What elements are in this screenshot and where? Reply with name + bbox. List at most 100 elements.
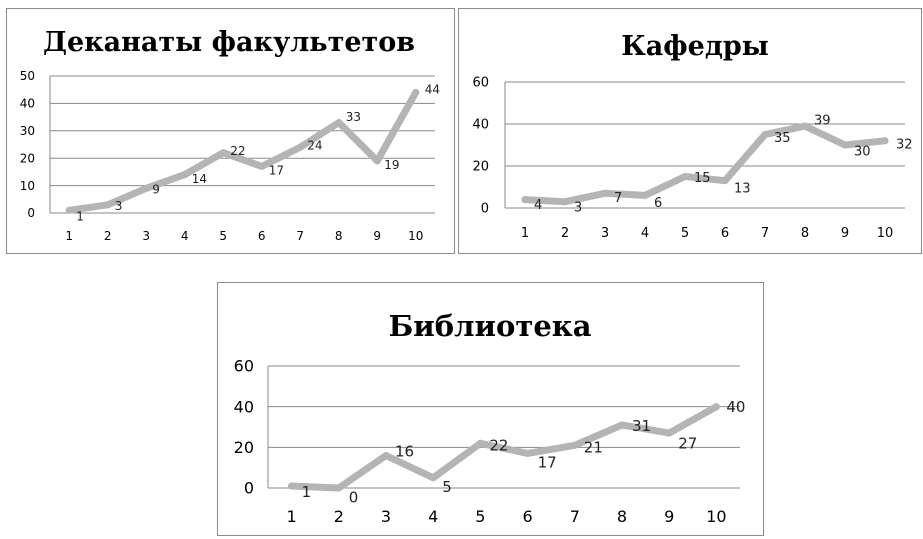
kafedry-data-point [841, 141, 849, 149]
dekanaty-y-tick-label: 50 [20, 69, 35, 83]
chart-panel-biblioteka: Библиотека 0 20 40 60 1 2 3 4 5 6 7 8 9 10 1 0 16 5 22 17 21 3… [217, 282, 764, 536]
kafedry-data-point [881, 137, 889, 145]
kafedry-data-point [721, 177, 729, 185]
dekanaty-x-tick-label: 6 [258, 229, 266, 243]
dekanaty-data-label: 22 [230, 144, 245, 158]
dekanaty-data-label: 3 [115, 199, 123, 213]
kafedry-data-label: 30 [854, 145, 871, 160]
biblioteka-y-tick-label: 20 [234, 438, 254, 457]
biblioteka-y-tick-label: 60 [234, 357, 254, 376]
chart-dekanaty: Деканаты факультетов 0 10 20 30 40 50 1 2 3 4 5 6 7 8 9… [20, 27, 440, 243]
biblioteka-series-line [288, 403, 720, 492]
kafedry-data-label: 15 [694, 171, 711, 186]
biblioteka-data-label: 1 [302, 483, 312, 501]
kafedry-x-tick-label: 4 [641, 226, 649, 241]
kafedry-data-point [761, 131, 769, 138]
kafedry-series-line [521, 122, 889, 206]
dekanaty-data-label: 9 [152, 183, 160, 197]
kafedry-data-label: 39 [814, 114, 831, 129]
dekanaty-x-tick-label: 7 [296, 229, 304, 243]
biblioteka-data-point [524, 449, 532, 457]
biblioteka-y-tick-label: 40 [234, 397, 254, 416]
kafedry-data-label: 13 [734, 181, 751, 196]
biblioteka-data-label: 0 [349, 488, 359, 506]
chart-panel-dekanaty: Деканаты факультетов 0 10 20 30 40 50 1 2 3 4 5 6 7 8 9… [6, 8, 455, 254]
biblioteka-x-tick-label: 7 [570, 507, 580, 526]
kafedry-data-label: 32 [896, 137, 913, 152]
biblioteka-data-label: 22 [489, 437, 508, 455]
dekanaty-data-point [142, 184, 150, 192]
kafedry-x-tick-label: 5 [681, 226, 689, 241]
kafedry-y-tick-label: 60 [472, 76, 489, 91]
biblioteka-y-tick-label: 0 [244, 479, 254, 498]
dekanaty-data-label: 19 [384, 158, 399, 172]
dekanaty-data-point [412, 88, 420, 96]
biblioteka-data-label: 31 [632, 417, 651, 435]
kafedry-data-point [681, 173, 689, 180]
dekanaty-y-tick-label: 0 [27, 206, 35, 220]
biblioteka-x-tick-label: 8 [617, 507, 627, 526]
biblioteka-data-label: 27 [678, 434, 697, 452]
dekanaty-series-line [65, 88, 420, 214]
kafedry-x-tick-label: 8 [801, 226, 809, 241]
dekanaty-x-tick-label: 2 [104, 229, 112, 243]
kafedry-data-point [521, 196, 529, 204]
biblioteka-x-tick-label: 4 [428, 507, 438, 526]
dekanaty-y-tick-label: 20 [20, 151, 35, 165]
dekanaty-x-tick-label: 9 [373, 229, 381, 243]
biblioteka-title: Библиотека [388, 309, 591, 343]
dekanaty-data-label: 44 [425, 83, 440, 97]
biblioteka-data-point [382, 451, 390, 459]
dekanaty-data-point [181, 171, 189, 179]
biblioteka-data-point [665, 429, 673, 437]
kafedry-x-tick-label: 6 [721, 226, 729, 241]
dekanaty-y-tick-label: 30 [20, 124, 35, 138]
biblioteka-data-label: 40 [726, 398, 745, 416]
kafedry-y-tick-label: 40 [472, 118, 489, 133]
dekanaty-x-tick-label: 5 [219, 229, 227, 243]
dekanaty-data-label: 33 [346, 110, 361, 124]
dekanaty-title: Деканаты факультетов [43, 27, 415, 58]
biblioteka-x-tick-label: 5 [475, 507, 485, 526]
biblioteka-data-label: 21 [584, 439, 603, 457]
dekanaty-data-point [104, 201, 112, 209]
kafedry-data-label: 3 [574, 200, 582, 215]
biblioteka-data-point [571, 441, 579, 449]
kafedry-x-tick-label: 9 [841, 226, 849, 241]
kafedry-x-tick-label: 7 [761, 226, 769, 241]
dekanaty-x-tick-label: 3 [142, 229, 150, 243]
kafedry-title: Кафедры [621, 31, 769, 62]
dekanaty-data-point [335, 119, 343, 127]
biblioteka-data-label: 16 [395, 443, 414, 461]
biblioteka-data-label: 17 [538, 454, 557, 472]
dekanaty-data-label: 14 [192, 172, 207, 186]
dekanaty-data-point [219, 149, 227, 157]
dekanaty-data-point [258, 162, 266, 170]
dekanaty-x-tick-label: 1 [65, 229, 73, 243]
kafedry-data-point [561, 198, 569, 206]
biblioteka-x-tick-label: 6 [523, 507, 533, 526]
chart-panel-kafedry: Кафедры 0 20 40 60 1 2 3 4 5 6 7 8 9 10 4 3 7 6 15 13 35 39 30 3… [458, 8, 922, 254]
kafedry-data-label: 7 [614, 191, 622, 206]
kafedry-data-point [801, 122, 809, 130]
kafedry-data-label: 6 [654, 196, 662, 211]
dekanaty-y-tick-label: 10 [20, 179, 35, 193]
biblioteka-data-label: 5 [442, 478, 452, 496]
biblioteka-x-tick-label: 1 [287, 507, 297, 526]
dekanaty-data-label: 17 [269, 164, 284, 178]
kafedry-y-tick-label: 0 [481, 202, 489, 217]
biblioteka-data-point [476, 439, 484, 447]
biblioteka-x-tick-label: 9 [664, 507, 674, 526]
biblioteka-data-point [712, 403, 720, 411]
dekanaty-data-label: 24 [307, 138, 322, 152]
dekanaty-data-point [296, 143, 304, 151]
dekanaty-x-tick-label: 8 [335, 229, 343, 243]
kafedry-data-point [601, 189, 609, 197]
dekanaty-x-tick-label: 10 [408, 229, 423, 243]
biblioteka-data-point [618, 421, 626, 429]
biblioteka-x-tick-label: 2 [334, 507, 344, 526]
kafedry-x-tick-label: 2 [561, 226, 569, 241]
kafedry-x-tick-label: 3 [601, 226, 609, 241]
